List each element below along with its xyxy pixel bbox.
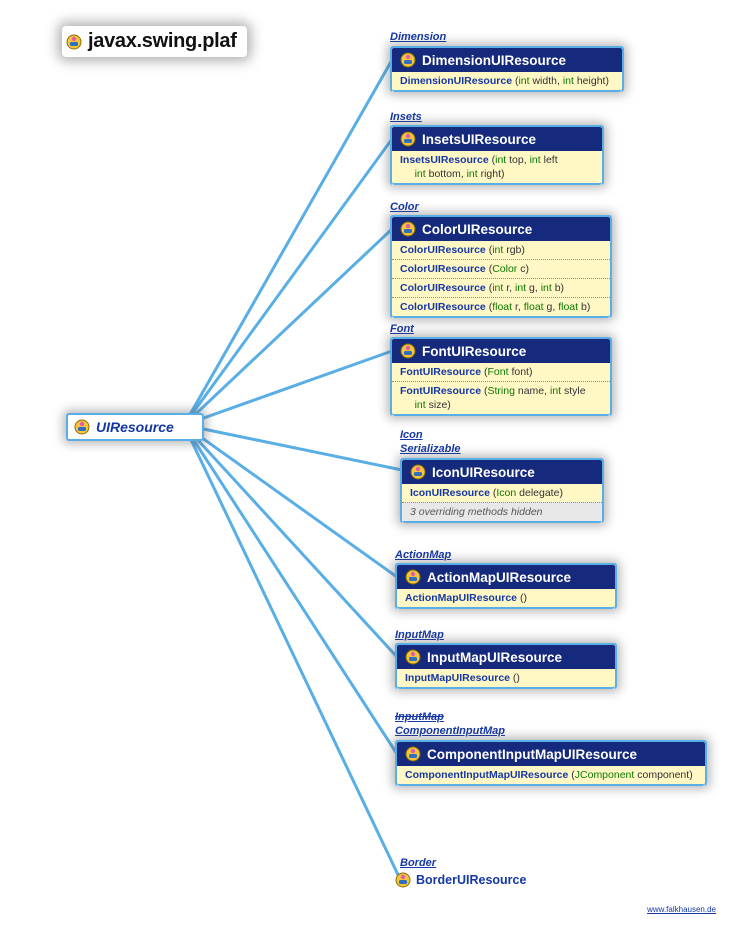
class-box-icon: IconUIResource IconUIResource (Icon deleg… [400,458,604,523]
class-icon [400,131,416,147]
class-body-compinputmap: ComponentInputMapUIResource (JComponent … [397,766,705,786]
class-icon [395,872,411,888]
class-header-color: ColorUIResource [392,217,610,241]
leaf-node-label: BorderUIResource [416,873,526,887]
class-body-dimension: DimensionUIResource (int width, int heig… [392,72,622,92]
diagram-canvas: javax.swing.plaf UIResource Dimension Di… [0,0,732,936]
root-node-uiresource: UIResource [66,413,204,441]
class-icon [405,569,421,585]
super-label-icon-1: Serializable [400,442,461,456]
class-header-inputmap: InputMapUIResource [397,645,615,669]
class-header-font: FontUIResource [392,339,610,363]
constructor-row: IconUIResource (Icon delegate) [402,484,602,502]
class-body-font: FontUIResource (Font font)FontUIResource… [392,363,610,416]
hidden-methods-note: 3 overriding methods hidden [402,502,602,521]
leaf-node-borderuiresource: BorderUIResource [395,872,526,888]
class-icon [400,52,416,68]
super-label-icon-0: Icon [400,428,423,442]
class-body-insets: InsetsUIResource (int top, int left int … [392,151,602,185]
class-body-actionmap: ActionMapUIResource () [397,589,615,609]
class-body-color: ColorUIResource (int rgb)ColorUIResource… [392,241,610,318]
class-icon [400,221,416,237]
class-box-compinputmap: ComponentInputMapUIResource ComponentInpu… [395,740,707,786]
class-name-font: FontUIResource [422,344,526,359]
constructor-row: ColorUIResource (Color c) [392,259,610,278]
class-header-dimension: DimensionUIResource [392,48,622,72]
class-name-icon: IconUIResource [432,465,535,480]
class-box-font: FontUIResource FontUIResource (Font font)… [390,337,612,416]
edges-layer [0,0,732,936]
constructor-row: DimensionUIResource (int width, int heig… [392,72,622,90]
super-label-border: Border [400,856,436,870]
package-title: javax.swing.plaf [62,26,247,57]
class-box-color: ColorUIResource ColorUIResource (int rgb)… [390,215,612,318]
super-label-insets-0: Insets [390,110,422,124]
interface-icon [74,419,90,435]
class-name-inputmap: InputMapUIResource [427,650,562,665]
super-label-dimension-0: Dimension [390,30,446,44]
class-name-color: ColorUIResource [422,222,532,237]
class-header-icon: IconUIResource [402,460,602,484]
class-header-compinputmap: ComponentInputMapUIResource [397,742,705,766]
footer-link[interactable]: www.falkhausen.de [647,905,716,914]
constructor-row: ColorUIResource (int rgb) [392,241,610,259]
class-name-compinputmap: ComponentInputMapUIResource [427,747,637,762]
constructor-row: InsetsUIResource (int top, int left int … [392,151,602,183]
class-icon [405,746,421,762]
class-box-inputmap: InputMapUIResource InputMapUIResource () [395,643,617,689]
class-icon [410,464,426,480]
class-name-insets: InsetsUIResource [422,132,536,147]
class-box-dimension: DimensionUIResource DimensionUIResource (… [390,46,624,92]
class-box-actionmap: ActionMapUIResource ActionMapUIResource (… [395,563,617,609]
class-header-insets: InsetsUIResource [392,127,602,151]
constructor-row: ColorUIResource (int r, int g, int b) [392,278,610,297]
class-body-inputmap: InputMapUIResource () [397,669,615,689]
class-name-dimension: DimensionUIResource [422,53,566,68]
constructor-row: ActionMapUIResource () [397,589,615,607]
class-box-insets: InsetsUIResource InsetsUIResource (int to… [390,125,604,185]
super-label-compinputmap-1: ComponentInputMap [395,724,505,738]
constructor-row: FontUIResource (String name, int style i… [392,381,610,414]
class-icon [405,649,421,665]
class-icon [400,343,416,359]
constructor-row: FontUIResource (Font font) [392,363,610,381]
class-header-actionmap: ActionMapUIResource [397,565,615,589]
super-label-color-0: Color [390,200,419,214]
super-label-compinputmap-0: InputMap [395,710,444,724]
root-node-label: UIResource [96,419,174,435]
package-icon [66,34,82,50]
constructor-row: ComponentInputMapUIResource (JComponent … [397,766,705,784]
package-title-text: javax.swing.plaf [88,30,237,53]
super-label-font-0: Font [390,322,414,336]
super-label-inputmap-0: InputMap [395,628,444,642]
class-name-actionmap: ActionMapUIResource [427,570,571,585]
constructor-row: InputMapUIResource () [397,669,615,687]
constructor-row: ColorUIResource (float r, float g, float… [392,297,610,316]
super-label-actionmap-0: ActionMap [395,548,451,562]
class-body-icon: IconUIResource (Icon delegate)3 overridi… [402,484,602,523]
